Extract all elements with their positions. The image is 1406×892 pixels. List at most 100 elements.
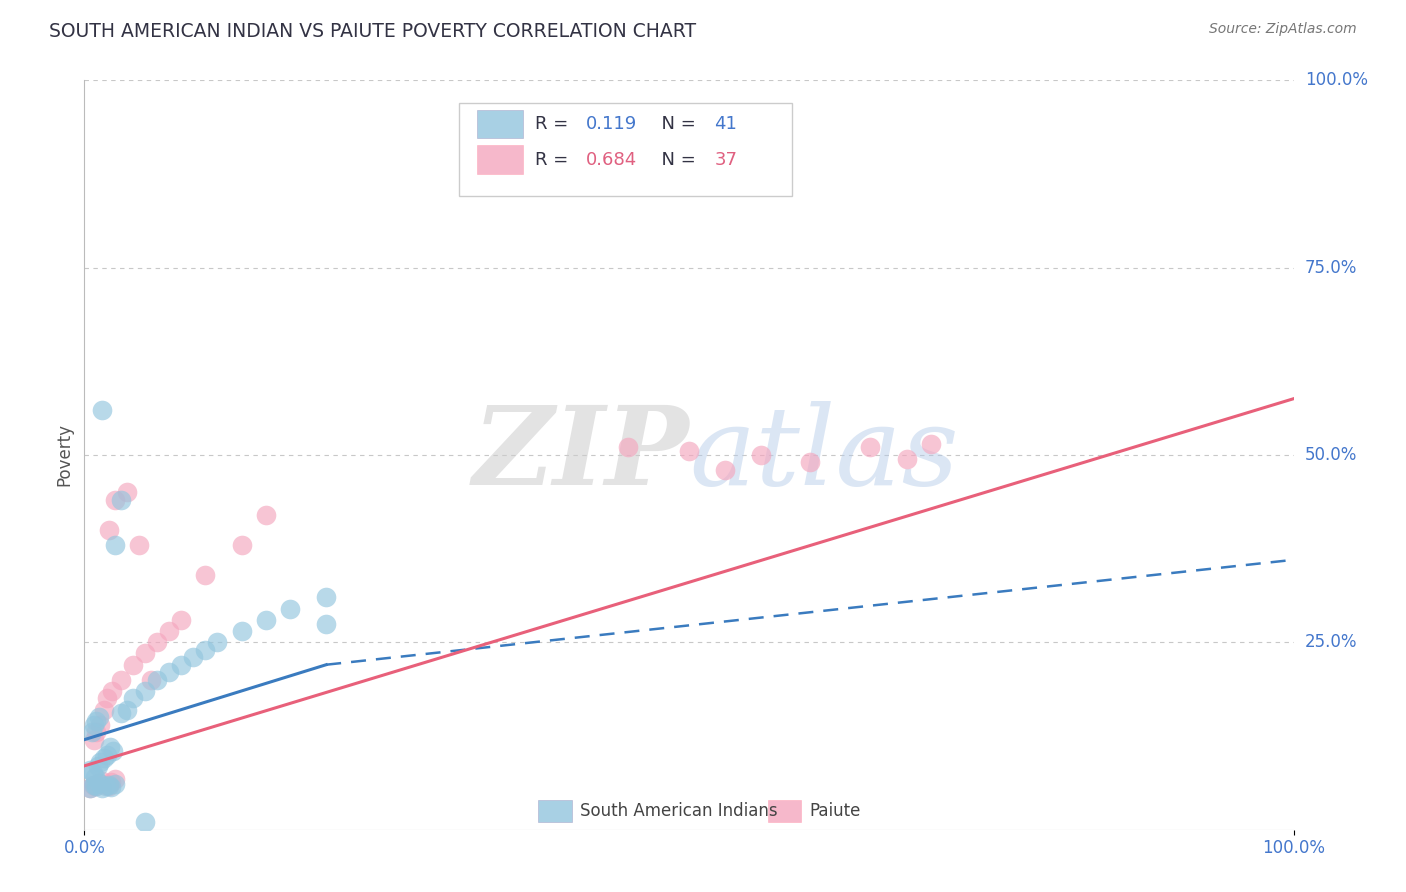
Point: [110, 492, 132, 507]
Text: N =: N =: [650, 115, 702, 133]
FancyBboxPatch shape: [538, 799, 572, 822]
Text: 0.119: 0.119: [586, 115, 637, 133]
Text: SOUTH AMERICAN INDIAN VS PAIUTE POVERTY CORRELATION CHART: SOUTH AMERICAN INDIAN VS PAIUTE POVERTY …: [49, 22, 696, 41]
Point: [87, 776, 110, 790]
Point: [86, 779, 108, 793]
Point: [79, 781, 101, 796]
Point: [859, 441, 882, 455]
Point: [104, 772, 127, 786]
Point: [146, 673, 169, 687]
Point: [100, 775, 122, 789]
Point: [89, 717, 111, 731]
Point: [254, 508, 277, 522]
Point: [170, 657, 193, 672]
Point: [194, 642, 217, 657]
Y-axis label: Poverty: Poverty: [55, 424, 73, 486]
Point: [86, 776, 108, 790]
Point: [751, 448, 773, 462]
Text: atlas: atlas: [689, 401, 959, 508]
Point: [97, 779, 120, 793]
Point: [83, 732, 105, 747]
Point: [79, 781, 101, 796]
Point: [110, 673, 132, 687]
Point: [315, 616, 337, 631]
Point: [79, 763, 101, 777]
FancyBboxPatch shape: [478, 145, 523, 174]
Point: [96, 747, 118, 762]
Point: [110, 706, 132, 721]
Point: [83, 717, 105, 731]
Point: [157, 665, 180, 680]
Point: [91, 403, 114, 417]
Point: [799, 455, 821, 469]
Point: [89, 755, 111, 769]
Point: [91, 781, 114, 796]
Text: R =: R =: [536, 115, 575, 133]
Text: South American Indians: South American Indians: [581, 802, 778, 820]
Point: [98, 740, 121, 755]
Point: [207, 635, 229, 649]
Point: [157, 624, 180, 638]
Point: [278, 601, 301, 615]
Text: 100.0%: 100.0%: [1305, 71, 1368, 89]
Point: [170, 613, 193, 627]
FancyBboxPatch shape: [460, 103, 792, 196]
Text: Source: ZipAtlas.com: Source: ZipAtlas.com: [1209, 22, 1357, 37]
Point: [181, 650, 204, 665]
Point: [82, 778, 104, 792]
Point: [115, 703, 138, 717]
Point: [121, 657, 143, 672]
Point: [231, 538, 253, 552]
Point: [86, 759, 108, 773]
Point: [617, 441, 640, 455]
Point: [146, 635, 169, 649]
Point: [86, 725, 108, 739]
FancyBboxPatch shape: [478, 110, 523, 138]
Point: [920, 436, 942, 450]
Point: [96, 691, 118, 706]
Point: [231, 624, 253, 638]
Point: [91, 773, 114, 788]
Text: 0.684: 0.684: [586, 152, 637, 169]
Point: [104, 777, 127, 791]
Point: [103, 744, 125, 758]
Point: [101, 684, 124, 698]
Point: [80, 725, 103, 739]
Point: [97, 778, 120, 792]
Point: [134, 647, 156, 661]
Point: [896, 451, 918, 466]
Point: [139, 673, 162, 687]
Text: R =: R =: [536, 152, 575, 169]
Point: [315, 591, 337, 605]
Point: [714, 463, 737, 477]
Point: [93, 751, 115, 765]
Text: 75.0%: 75.0%: [1305, 259, 1357, 277]
Text: 25.0%: 25.0%: [1305, 633, 1357, 651]
Text: N =: N =: [650, 152, 702, 169]
Point: [678, 444, 700, 458]
Text: Paiute: Paiute: [810, 802, 862, 820]
Point: [97, 523, 120, 537]
Point: [100, 780, 122, 794]
Point: [94, 779, 117, 793]
Point: [104, 492, 127, 507]
Point: [84, 779, 107, 793]
Text: 37: 37: [714, 152, 737, 169]
Point: [134, 815, 156, 830]
Point: [83, 778, 105, 792]
Point: [84, 770, 107, 784]
Point: [194, 567, 217, 582]
Text: 50.0%: 50.0%: [1305, 446, 1357, 464]
Point: [94, 778, 117, 792]
FancyBboxPatch shape: [768, 799, 801, 822]
Text: 41: 41: [714, 115, 737, 133]
Point: [254, 613, 277, 627]
Point: [93, 703, 115, 717]
Point: [134, 684, 156, 698]
Point: [121, 691, 143, 706]
Point: [115, 485, 138, 500]
Point: [86, 714, 108, 728]
Point: [104, 538, 127, 552]
Point: [128, 538, 150, 552]
Point: [87, 710, 110, 724]
